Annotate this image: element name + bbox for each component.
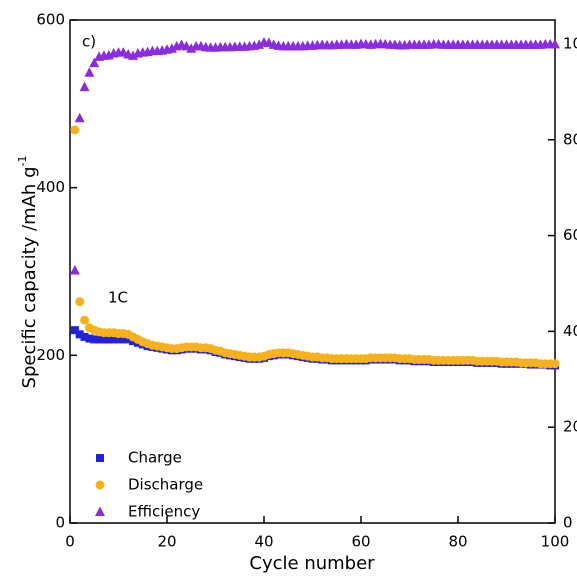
legend-marker (96, 454, 104, 462)
data-point (99, 335, 108, 344)
x-tick-label: 100 (541, 533, 570, 551)
x-tick-label: 0 (65, 533, 75, 551)
x-axis-label: Cycle number (249, 553, 375, 574)
data-point (89, 57, 100, 68)
plot-frame (69, 19, 556, 524)
data-point (69, 265, 80, 275)
x-tick-label: 80 (448, 533, 467, 551)
y-axis-label: Specific capacity /mAh g-1 (16, 156, 40, 389)
data-point (70, 326, 79, 335)
y2-tick-label: 20 (563, 418, 577, 436)
y2-tick-label: 80 (563, 130, 577, 148)
data-point (74, 112, 85, 123)
data-point (70, 125, 80, 135)
data-point (186, 43, 197, 53)
y2-tick-label: 40 (563, 322, 577, 340)
data-point (75, 297, 85, 307)
data-point (166, 43, 177, 53)
legend-marker (95, 480, 105, 490)
y2-tick-label: 0 (563, 514, 573, 532)
x-tick-label: 20 (157, 533, 176, 551)
x-tick-label: 40 (254, 533, 273, 551)
data-point (79, 81, 90, 92)
data-point (114, 335, 123, 344)
y-tick-label: 600 (36, 11, 65, 29)
y-tick-label: 200 (36, 346, 65, 364)
data-point (85, 334, 94, 343)
data-point (550, 359, 560, 369)
y-axis-label-sup: -1 (16, 156, 29, 167)
data-point (84, 67, 95, 77)
y2-tick-label: 100 (563, 34, 577, 52)
data-point (550, 38, 560, 49)
legend-label: Efficiency (128, 503, 200, 521)
data-point (90, 335, 99, 344)
data-point (119, 335, 128, 344)
data-point (109, 335, 118, 344)
legend-label: Charge (128, 449, 182, 467)
y2-tick-label: 60 (563, 226, 577, 244)
y-axis-label-text: Specific capacity /mAh g (19, 167, 40, 389)
data-point (80, 315, 90, 325)
data-point (95, 335, 104, 344)
y-tick-label: 400 (36, 178, 65, 196)
data-point (124, 335, 133, 344)
x-tick-label: 60 (351, 533, 370, 551)
data-point (80, 332, 89, 341)
data-point (75, 330, 84, 339)
data-point (254, 39, 265, 49)
legend-label: Discharge (128, 476, 203, 494)
data-point (128, 50, 139, 60)
data-point (104, 335, 113, 344)
y-tick-label: 0 (55, 514, 65, 532)
legend-marker (95, 506, 105, 516)
annotation: c) (82, 33, 96, 51)
annotation: 1C (108, 289, 128, 307)
